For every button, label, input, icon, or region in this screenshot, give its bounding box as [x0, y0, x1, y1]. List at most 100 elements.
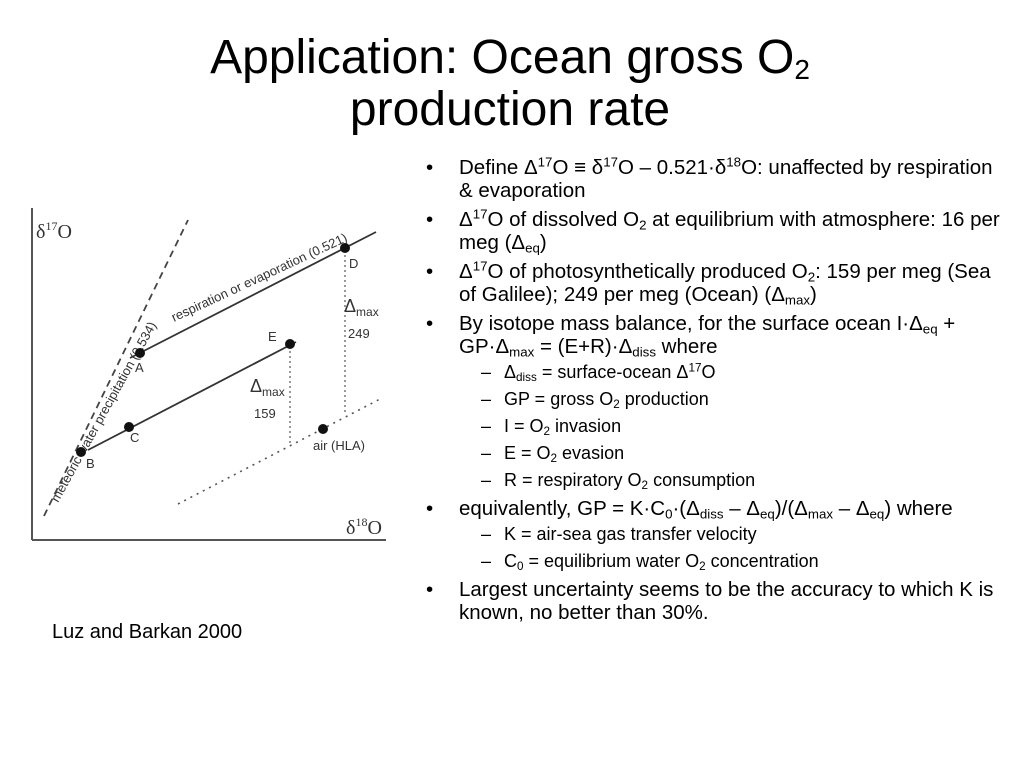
subscript: 2 — [613, 397, 620, 411]
delta-max-lower-value: 159 — [254, 406, 276, 421]
dash-marker: – — [481, 443, 492, 463]
text-run: consumption — [648, 470, 756, 490]
bullet-text: O of dissolved O — [487, 208, 640, 231]
subscript: 2 — [550, 451, 558, 465]
title-text-1: Application: Ocean gross O — [210, 31, 795, 84]
isotope-diagram-svg: δ17O δ18O meteoric water precipitation (… — [31, 208, 386, 541]
subscript: 0 — [517, 559, 524, 573]
bullet-text: + GP·Δ — [459, 312, 956, 358]
sub-bullet-list: – Δdiss = surface-ocean Δ17O – GP = gross … — [459, 362, 1010, 491]
title-line-1: Application: Ocean gross O2 — [60, 32, 960, 84]
bullet-text: O of photosynthetically produced O — [487, 260, 808, 283]
dash-marker: – — [481, 362, 492, 382]
superscript: 18 — [726, 154, 742, 170]
subscript: 2 — [699, 559, 706, 573]
text-run: I = O — [504, 416, 544, 436]
sub-bullet-item: – K = air-sea gas transfer velocity — [420, 524, 1010, 545]
point-D — [340, 243, 350, 253]
text-run: O — [701, 362, 716, 382]
bullet-item: • Δ17O of dissolved O2 at equilibrium wi… — [420, 206, 1010, 256]
subscript: eq — [760, 506, 775, 522]
sub-bullet-text: GP = gross O2 production — [465, 389, 1010, 410]
bullet-text: where — [655, 335, 718, 358]
figure-caption: Luz and Barkan 2000 — [52, 621, 243, 643]
bullet-text: ) where — [884, 497, 953, 520]
sub-bullet-item: – GP = gross O2 production — [420, 389, 1010, 410]
subscript: eq — [869, 506, 885, 522]
text-run: R = respiratory O — [504, 470, 642, 490]
sub-bullet-item: – Δdiss = surface-ocean Δ17O — [420, 362, 1010, 383]
bullet-item: • Largest uncertainty seems to be the ac… — [420, 578, 1010, 624]
respiration-line-lower — [87, 341, 297, 451]
bullet-text: Δ — [459, 208, 473, 231]
bullet-text: Define Δ — [459, 156, 538, 179]
subscript: eq — [525, 240, 540, 256]
subscript: 2 — [543, 424, 551, 438]
point-air — [318, 424, 328, 434]
bullet-item: • Δ17O of photosynthetically produced O2… — [420, 260, 1010, 308]
dash-marker: – — [481, 416, 492, 436]
subscript: max — [807, 506, 834, 522]
label-B: B — [86, 456, 95, 471]
label-D: D — [349, 256, 358, 271]
bullet-text: equivalently, GP = K·C — [459, 497, 666, 520]
point-C — [124, 422, 134, 432]
delta-max-lower-label: Δmax — [250, 376, 285, 399]
respiration-line-upper — [129, 231, 377, 359]
sub-bullet-text: K = air-sea gas transfer velocity — [465, 524, 1010, 545]
sub-bullet-item: – C0 = equilibrium water O2 concentration — [420, 551, 1010, 572]
bullet-text: Δ — [459, 260, 473, 283]
sub-bullet-text: C0 = equilibrium water O2 concentration — [465, 551, 1010, 572]
text-run: C — [504, 551, 517, 571]
bullet-text: O: unaffected by respiration & evaporati… — [459, 156, 993, 202]
label-C: C — [130, 430, 139, 445]
bullet-marker: • — [426, 156, 434, 179]
bullet-marker: • — [426, 312, 434, 335]
text-run: = equilibrium water O — [523, 551, 700, 571]
label-E: E — [268, 329, 277, 344]
x-axis-label: δ18O — [346, 515, 382, 539]
superscript: 17 — [603, 154, 618, 170]
bullet-item: • By isotope mass balance, for the surfa… — [420, 312, 1010, 491]
subscript: eq — [922, 321, 938, 337]
bullet-text: = (E+R)·Δ — [534, 335, 633, 358]
text-run: concentration — [705, 551, 819, 571]
sub-bullet-text: R = respiratory O2 consumption — [465, 470, 1010, 491]
sub-bullet-list: – K = air-sea gas transfer velocity – C0 =… — [459, 524, 1010, 572]
sub-bullet-item: – E = O2 evasion — [420, 443, 1010, 464]
text-run: evasion — [557, 443, 625, 463]
bullet-text: O – 0.521·δ — [618, 156, 727, 179]
bullet-text: Largest uncertainty seems to be the accu… — [459, 578, 994, 624]
dash-marker: – — [481, 551, 492, 571]
text-run: = surface-ocean Δ — [536, 362, 689, 382]
point-A — [135, 348, 145, 358]
slide-title: Application: Ocean gross O2 production r… — [60, 32, 960, 136]
delta-max-upper-label: Δmax — [344, 296, 379, 319]
title-line-2: production rate — [349, 83, 671, 136]
bullet-marker: • — [426, 497, 434, 520]
subscript: max — [509, 344, 535, 360]
subscript: 2 — [807, 269, 816, 285]
label-A: A — [135, 360, 144, 375]
meteoric-water-line — [43, 219, 189, 517]
bullet-text: ) — [810, 283, 817, 306]
dash-marker: – — [481, 524, 492, 544]
dash-marker: – — [481, 470, 492, 490]
bullet-text: – Δ — [833, 497, 870, 520]
subscript: 0 — [665, 506, 673, 522]
superscript: 17 — [472, 206, 488, 222]
bullet-marker: • — [426, 208, 434, 231]
subscript: max — [784, 292, 811, 308]
superscript: 17 — [537, 154, 553, 170]
sub-bullet-item: – I = O2 invasion — [420, 416, 1010, 437]
text-run: Δ — [504, 362, 517, 382]
bullet-text: ·(Δ — [672, 497, 700, 520]
isotope-diagram: δ17O δ18O meteoric water precipitation (… — [18, 198, 408, 558]
label-air: air (HLA) — [313, 438, 365, 453]
bullet-item: • Define Δ17O ≡ δ17O – 0.521·δ18O: unaff… — [420, 156, 1010, 202]
text-run: production — [619, 389, 709, 409]
meteoric-water-line-label: meteoric water precipitation (0.534) — [48, 319, 160, 504]
bullet-text: : 159 per meg (Sea of Galilee); 249 per … — [459, 260, 991, 306]
bullet-text: – Δ — [723, 497, 761, 520]
bullet-text: ) — [539, 231, 547, 254]
